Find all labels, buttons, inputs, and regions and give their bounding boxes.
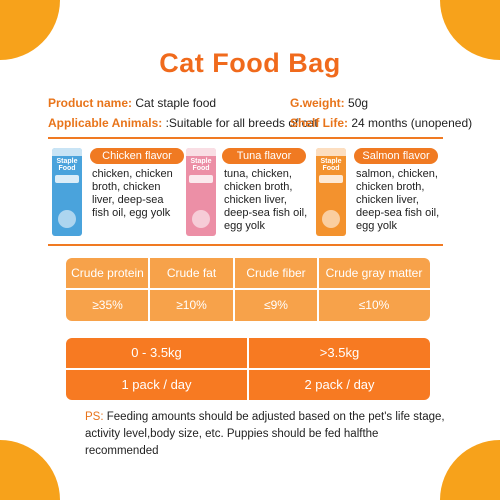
animals-value: :Suitable for all breeds of cat [165,116,318,130]
table-divider [317,258,319,321]
table-divider [247,338,249,400]
tuna-pack-image: Staple Food [186,148,216,236]
ingredient-line: deep-sea fish oil, [224,207,308,219]
cat-icon [58,210,76,228]
corner-decoration-bottom-left [0,440,60,500]
pack-name: Staple Food [56,158,78,172]
ps-note: PS: Feeding amounts should be adjusted b… [85,409,445,460]
nutrition-value: ≤10% [358,298,390,312]
shelf-life-label: Shelf Life: [290,116,349,130]
shelf-life-value: 24 months (unopened) [351,116,473,130]
table-divider [148,258,150,321]
nutrition-value: ≥35% [92,298,123,312]
product-name-value: Cat staple food [135,96,217,110]
animals-row: Applicable Animals: :Suitable for all br… [48,116,318,130]
nutrition-value: ≤9% [264,298,288,312]
nutrition-table: Crude protein Crude fat Crude fiber Crud… [66,258,430,321]
ingredient-line: broth, chicken [92,181,161,193]
ingredient-line: egg yolk [356,220,397,232]
animals-label: Applicable Animals: [48,116,163,130]
ingredient-line: chicken liver, [356,194,419,206]
table-divider [66,288,430,290]
feeding-amount: 1 pack / day [121,377,192,392]
feeding-weight: 0 - 3.5kg [131,345,182,360]
ingredient-line: fish oil, egg yolk [92,207,171,219]
ps-text: Feeding amounts should be adjusted based… [85,411,445,457]
nutrition-header: Crude gray matter [325,266,423,280]
product-name-label: Product name: [48,96,133,110]
weight-label: G.weight: [290,96,345,110]
ingredient-line: chicken liver, [224,194,287,206]
feeding-weight: >3.5kg [319,345,360,360]
weight-row: G.weight: 50g [290,96,368,110]
chicken-pack-image: Staple Food [52,148,82,236]
ingredient-line: liver, deep-sea [92,194,164,206]
divider-top [48,137,443,139]
pack-name: Staple Food [320,158,342,172]
pack-name: Staple Food [190,158,212,172]
ingredient-line: chicken broth, [356,181,425,193]
ingredient-line: chicken broth, [224,181,293,193]
corner-decoration-bottom-right [440,440,500,500]
divider-middle [48,244,443,246]
flavor-badge-chicken: Chicken flavor [90,148,184,164]
ingredients-chicken: chicken, chicken broth, chicken liver, d… [92,168,173,220]
weight-value: 50g [348,96,369,110]
product-name-row: Product name: Cat staple food [48,96,216,110]
cat-icon [322,210,340,228]
table-divider [233,258,235,321]
nutrition-value: ≥10% [176,298,207,312]
flavor-badge-tuna: Tuna flavor [222,148,306,164]
ingredient-line: chicken, chicken [92,168,173,180]
ingredients-salmon: salmon, chicken, chicken broth, chicken … [356,168,439,233]
nutrition-header: Crude protein [71,266,144,280]
nutrition-header: Crude fat [166,266,217,280]
feeding-table: 0 - 3.5kg >3.5kg 1 pack / day 2 pack / d… [66,338,430,400]
flavor-badge-salmon: Salmon flavor [354,148,438,164]
nutrition-header: Crude fiber [246,266,306,280]
page-title: Cat Food Bag [159,48,341,78]
ingredient-line: salmon, chicken, [356,168,438,180]
cat-icon [192,210,210,228]
feeding-amount: 2 pack / day [304,377,375,392]
ingredient-line: tuna, chicken, [224,168,292,180]
ingredient-line: deep-sea fish oil, [356,207,440,219]
ingredient-line: egg yolk [224,220,265,232]
ps-label: PS: [85,411,104,423]
salmon-pack-image: Staple Food [316,148,346,236]
shelf-life-row: Shelf Life: 24 months (unopened) [290,116,472,130]
ingredients-tuna: tuna, chicken, chicken broth, chicken li… [224,168,307,233]
